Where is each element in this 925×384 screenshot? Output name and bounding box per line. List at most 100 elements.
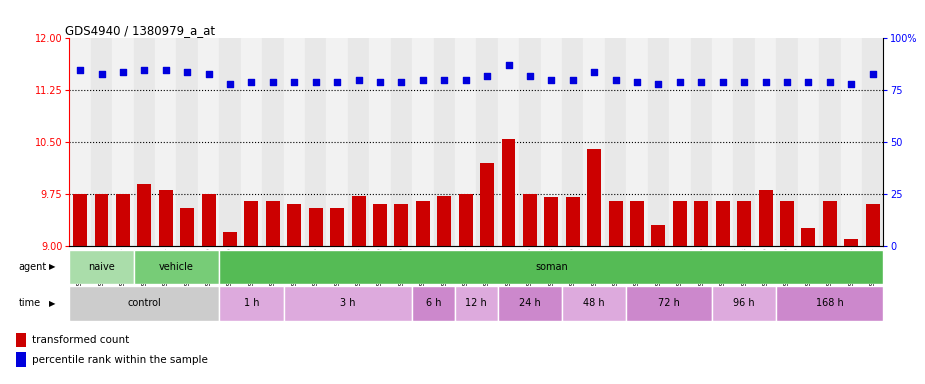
Point [758,79,773,85]
Bar [112,38,133,246]
Bar [866,204,880,246]
Text: soman: soman [535,262,568,272]
Bar [691,38,712,246]
Bar [17,353,26,367]
Text: 24 h: 24 h [519,298,541,308]
Bar [133,38,155,246]
Bar [501,139,515,246]
Bar [284,286,413,321]
Bar [416,201,430,246]
Bar [155,38,177,246]
Bar [626,286,712,321]
Point [586,68,601,74]
Bar [413,38,434,246]
Text: ▶: ▶ [49,299,56,308]
Text: GDS4940 / 1380979_a_at: GDS4940 / 1380979_a_at [66,24,216,37]
Point [865,71,880,77]
Bar [801,228,815,246]
Bar [584,38,605,246]
Bar [737,201,751,246]
Point [223,81,238,87]
Bar [390,38,413,246]
Point [844,81,858,87]
Bar [480,163,494,246]
Bar [776,38,797,246]
Bar [223,232,237,246]
Point [202,71,216,77]
Bar [712,38,734,246]
Bar [862,38,883,246]
Bar [605,38,626,246]
Bar [244,201,258,246]
Point [137,66,152,73]
Bar [545,197,559,246]
Point [116,68,130,74]
Point [265,79,280,85]
Bar [562,286,626,321]
Text: 6 h: 6 h [426,298,441,308]
Bar [669,38,691,246]
Point [651,81,666,87]
Point [630,79,645,85]
Text: 3 h: 3 h [340,298,355,308]
Point [544,77,559,83]
Text: 72 h: 72 h [659,298,680,308]
Point [609,77,623,83]
Bar [566,197,580,246]
Point [308,79,323,85]
Bar [177,38,198,246]
Bar [695,201,709,246]
Point [822,79,837,85]
Bar [394,204,408,246]
Bar [116,194,130,246]
Text: 48 h: 48 h [584,298,605,308]
Bar [202,194,216,246]
Bar [219,250,883,284]
Point [179,68,194,74]
Bar [626,38,647,246]
Bar [288,204,302,246]
Bar [17,333,26,347]
Bar [94,194,108,246]
Bar [180,208,194,246]
Bar [198,38,219,246]
Bar [284,38,305,246]
Bar [413,286,455,321]
Point [437,77,451,83]
Text: vehicle: vehicle [159,262,194,272]
Bar [73,194,87,246]
Point [73,66,88,73]
Bar [523,194,536,246]
Bar [352,196,365,246]
Bar [434,38,455,246]
Bar [820,38,841,246]
Bar [797,38,820,246]
Point [565,77,580,83]
Bar [823,201,837,246]
Bar [734,38,755,246]
Bar [455,38,476,246]
Bar [373,204,387,246]
Bar [330,208,344,246]
Point [480,73,495,79]
Point [458,77,473,83]
Bar [758,190,772,246]
Text: control: control [128,298,161,308]
Point [373,79,388,85]
Bar [519,38,540,246]
Text: 1 h: 1 h [243,298,259,308]
Point [287,79,302,85]
Bar [845,239,858,246]
Point [94,71,109,77]
Point [801,79,816,85]
Text: 168 h: 168 h [816,298,844,308]
Bar [138,184,152,246]
Bar [780,201,794,246]
Bar [159,190,173,246]
Bar [609,201,623,246]
Bar [455,286,498,321]
Point [501,62,516,68]
Bar [262,38,284,246]
Point [329,79,344,85]
Bar [348,38,369,246]
